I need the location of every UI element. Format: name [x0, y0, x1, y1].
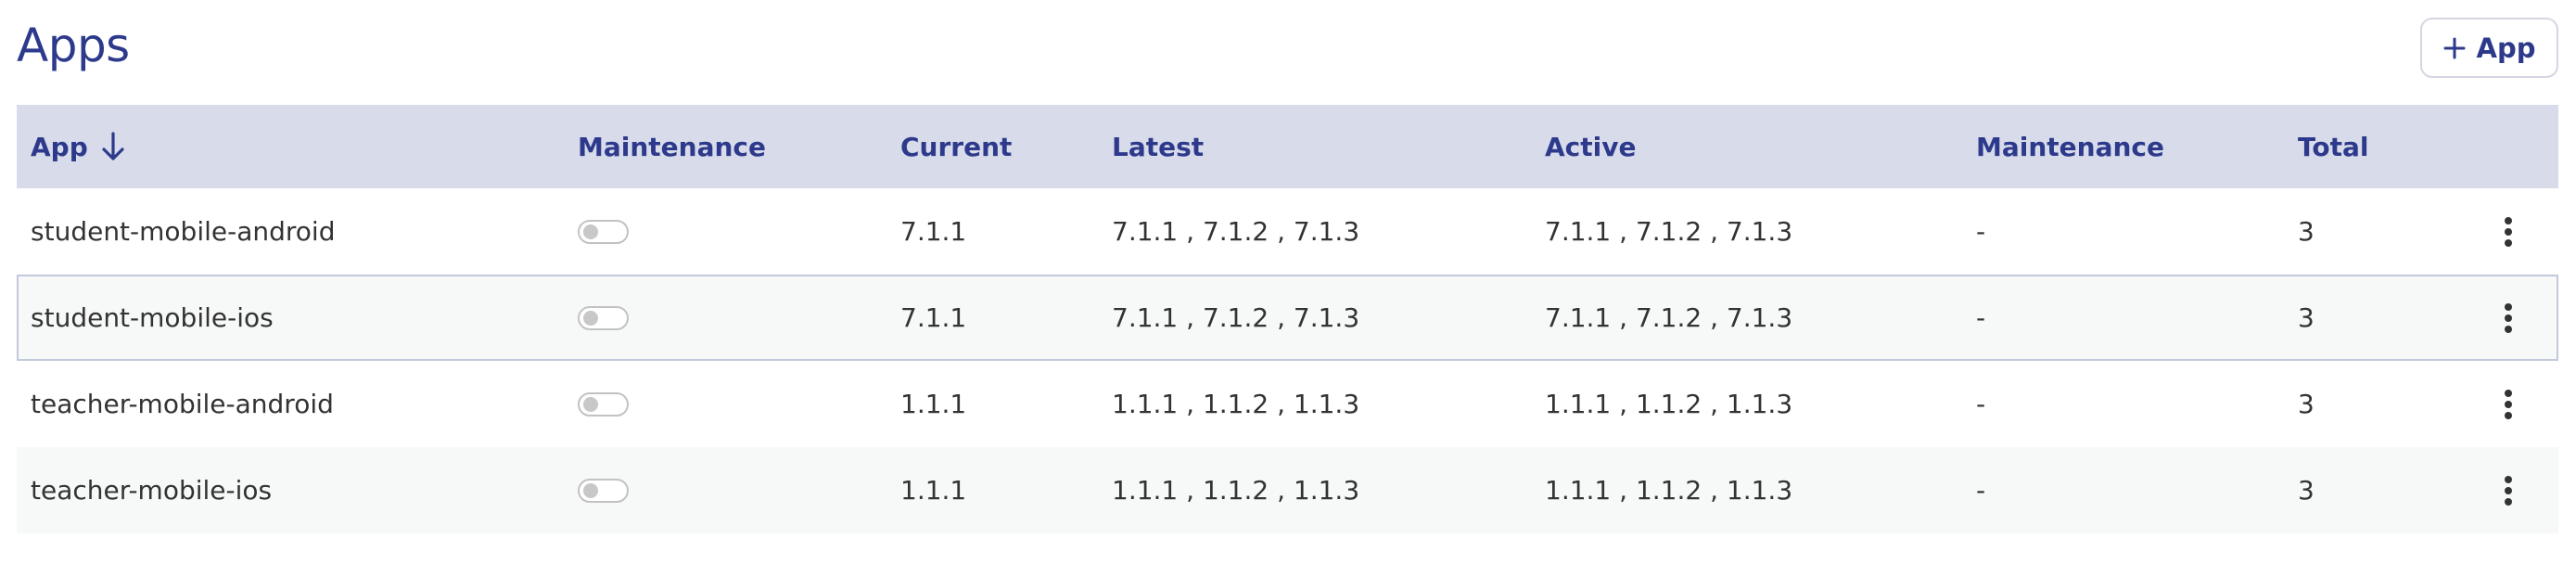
latest-versions-cell: 1.1.1 , 1.1.2 , 1.1.3	[1112, 389, 1360, 419]
page-title: Apps	[17, 19, 130, 72]
maintenance-versions-cell: -	[1976, 302, 1986, 333]
maintenance-toggle[interactable]	[578, 219, 629, 244]
arrow-down-icon[interactable]	[101, 131, 125, 162]
column-header-maintenance[interactable]: Maintenance	[578, 131, 767, 162]
column-header-maintenance-versions[interactable]: Maintenance	[1976, 131, 2165, 162]
kebab-menu-icon[interactable]	[2494, 300, 2522, 337]
total-cell: 3	[2298, 302, 2315, 333]
app-name-cell: teacher-mobile-ios	[31, 475, 273, 506]
toggle-knob	[583, 482, 598, 498]
maintenance-versions-cell: -	[1976, 475, 1986, 506]
total-cell: 3	[2298, 475, 2315, 506]
column-header-latest[interactable]: Latest	[1112, 131, 1205, 162]
total-cell: 3	[2298, 389, 2315, 419]
maintenance-versions-cell: -	[1976, 216, 1986, 247]
apps-table: App Maintenance Current Latest Active Ma…	[17, 105, 2558, 533]
column-header-current[interactable]: Current	[900, 131, 1013, 162]
table-row[interactable]: student-mobile-ios 7.1.1 7.1.1 , 7.1.2 ,…	[17, 275, 2558, 361]
latest-versions-cell: 1.1.1 , 1.1.2 , 1.1.3	[1112, 475, 1360, 506]
toggle-knob	[583, 396, 598, 412]
plus-icon	[2443, 37, 2466, 59]
column-header-total[interactable]: Total	[2298, 131, 2369, 162]
active-versions-cell: 1.1.1 , 1.1.2 , 1.1.3	[1545, 475, 1793, 506]
latest-versions-cell: 7.1.1 , 7.1.2 , 7.1.3	[1112, 302, 1360, 333]
active-versions-cell: 7.1.1 , 7.1.2 , 7.1.3	[1545, 216, 1793, 247]
app-name-cell: teacher-mobile-android	[31, 389, 334, 419]
app-name-cell: student-mobile-ios	[31, 302, 274, 333]
current-version-cell: 1.1.1	[900, 475, 967, 506]
column-header-active[interactable]: Active	[1545, 131, 1637, 162]
maintenance-toggle[interactable]	[578, 478, 629, 503]
kebab-menu-icon[interactable]	[2494, 472, 2522, 509]
current-version-cell: 1.1.1	[900, 389, 967, 419]
total-cell: 3	[2298, 216, 2315, 247]
kebab-menu-icon[interactable]	[2494, 213, 2522, 250]
current-version-cell: 7.1.1	[900, 302, 967, 333]
maintenance-toggle[interactable]	[578, 305, 629, 330]
app-name-cell: student-mobile-android	[31, 216, 336, 247]
kebab-menu-icon[interactable]	[2494, 386, 2522, 423]
active-versions-cell: 1.1.1 , 1.1.2 , 1.1.3	[1545, 389, 1793, 419]
table-row[interactable]: student-mobile-android 7.1.1 7.1.1 , 7.1…	[17, 188, 2558, 275]
table-row[interactable]: teacher-mobile-android 1.1.1 1.1.1 , 1.1…	[17, 361, 2558, 447]
current-version-cell: 7.1.1	[900, 216, 967, 247]
toggle-knob	[583, 224, 598, 239]
column-header-app-label: App	[31, 131, 88, 162]
maintenance-toggle[interactable]	[578, 391, 629, 417]
column-header-app[interactable]: App	[31, 105, 125, 188]
latest-versions-cell: 7.1.1 , 7.1.2 , 7.1.3	[1112, 216, 1360, 247]
table-header: App Maintenance Current Latest Active Ma…	[17, 105, 2558, 188]
active-versions-cell: 7.1.1 , 7.1.2 , 7.1.3	[1545, 302, 1793, 333]
toggle-knob	[583, 310, 598, 326]
add-app-button[interactable]: App	[2420, 18, 2558, 78]
maintenance-versions-cell: -	[1976, 389, 1986, 419]
add-app-button-label: App	[2476, 32, 2536, 64]
table-row[interactable]: teacher-mobile-ios 1.1.1 1.1.1 , 1.1.2 ,…	[17, 447, 2558, 533]
